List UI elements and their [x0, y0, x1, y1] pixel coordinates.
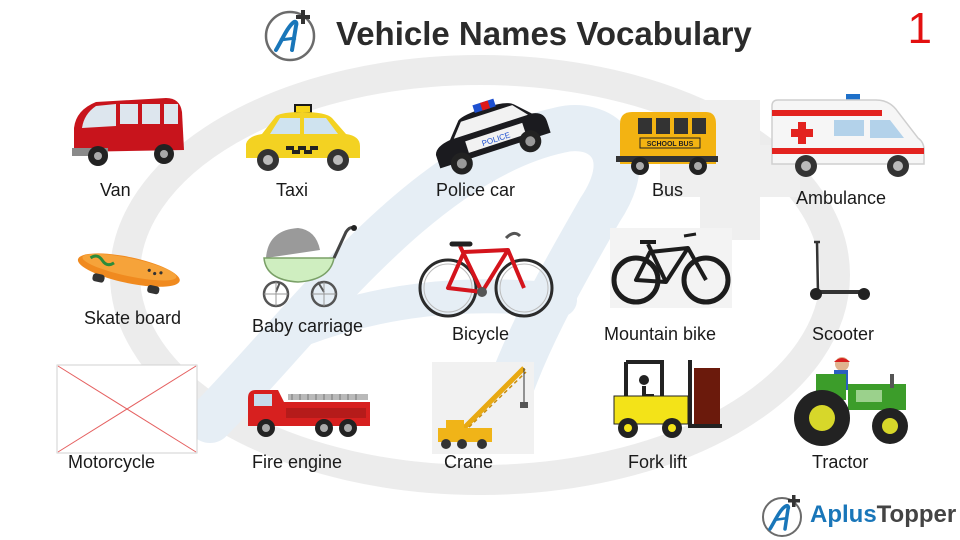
- vehicle-label: Motorcycle: [68, 452, 156, 472]
- fire-engine-icon: [248, 390, 370, 437]
- vehicle-label: Baby carriage: [252, 316, 364, 336]
- broken-image-icon: [56, 364, 198, 454]
- vehicle-label: Bicycle: [452, 324, 510, 344]
- vehicle-label: Tractor: [812, 452, 869, 472]
- vehicle-label: Mountain bike: [604, 324, 717, 344]
- ambulance-icon: [771, 94, 925, 177]
- vehicle-label: Skate board: [84, 308, 182, 328]
- baby-carriage-icon: [262, 225, 357, 308]
- bus-sign: SCHOOL BUS: [647, 141, 694, 148]
- vehicle-label: Police car: [436, 180, 516, 200]
- forklift-icon: [613, 360, 722, 438]
- header: Vehicle Names Vocabulary: [262, 6, 752, 62]
- skateboard-icon: [77, 253, 180, 295]
- vehicle-label: Taxi: [276, 180, 309, 200]
- bicycle-icon: [418, 231, 554, 318]
- brand-name-part1: Aplus: [810, 501, 877, 528]
- aplus-logo-icon: [264, 10, 316, 62]
- vehicle-label: Van: [100, 180, 131, 200]
- vehicle-label: Crane: [444, 452, 494, 472]
- brand-footer: AplusTopper: [760, 492, 956, 538]
- vehicle-label: Bus: [652, 180, 684, 200]
- van-icon: [72, 98, 184, 166]
- tractor-icon: [794, 357, 908, 446]
- brand-name-part2: Topper: [876, 501, 957, 528]
- brand-name: AplusTopper: [810, 501, 956, 529]
- vehicle-label: Ambulance: [796, 188, 887, 208]
- scooter-icon: [810, 240, 870, 300]
- police-car-icon: POLICE: [435, 98, 551, 175]
- mountain-bike-icon: [610, 228, 732, 308]
- vehicle-label: Fork lift: [628, 452, 688, 472]
- aplus-brand-icon: [762, 495, 802, 537]
- crane-icon: [432, 362, 534, 454]
- vehicle-label: Scooter: [812, 324, 875, 344]
- page-title: Vehicle Names Vocabulary: [336, 15, 752, 52]
- bus-icon: SCHOOL BUS: [616, 112, 718, 175]
- page-number: 1: [907, 4, 932, 53]
- taxi-icon: [246, 104, 360, 171]
- vehicle-label: Fire engine: [252, 452, 343, 472]
